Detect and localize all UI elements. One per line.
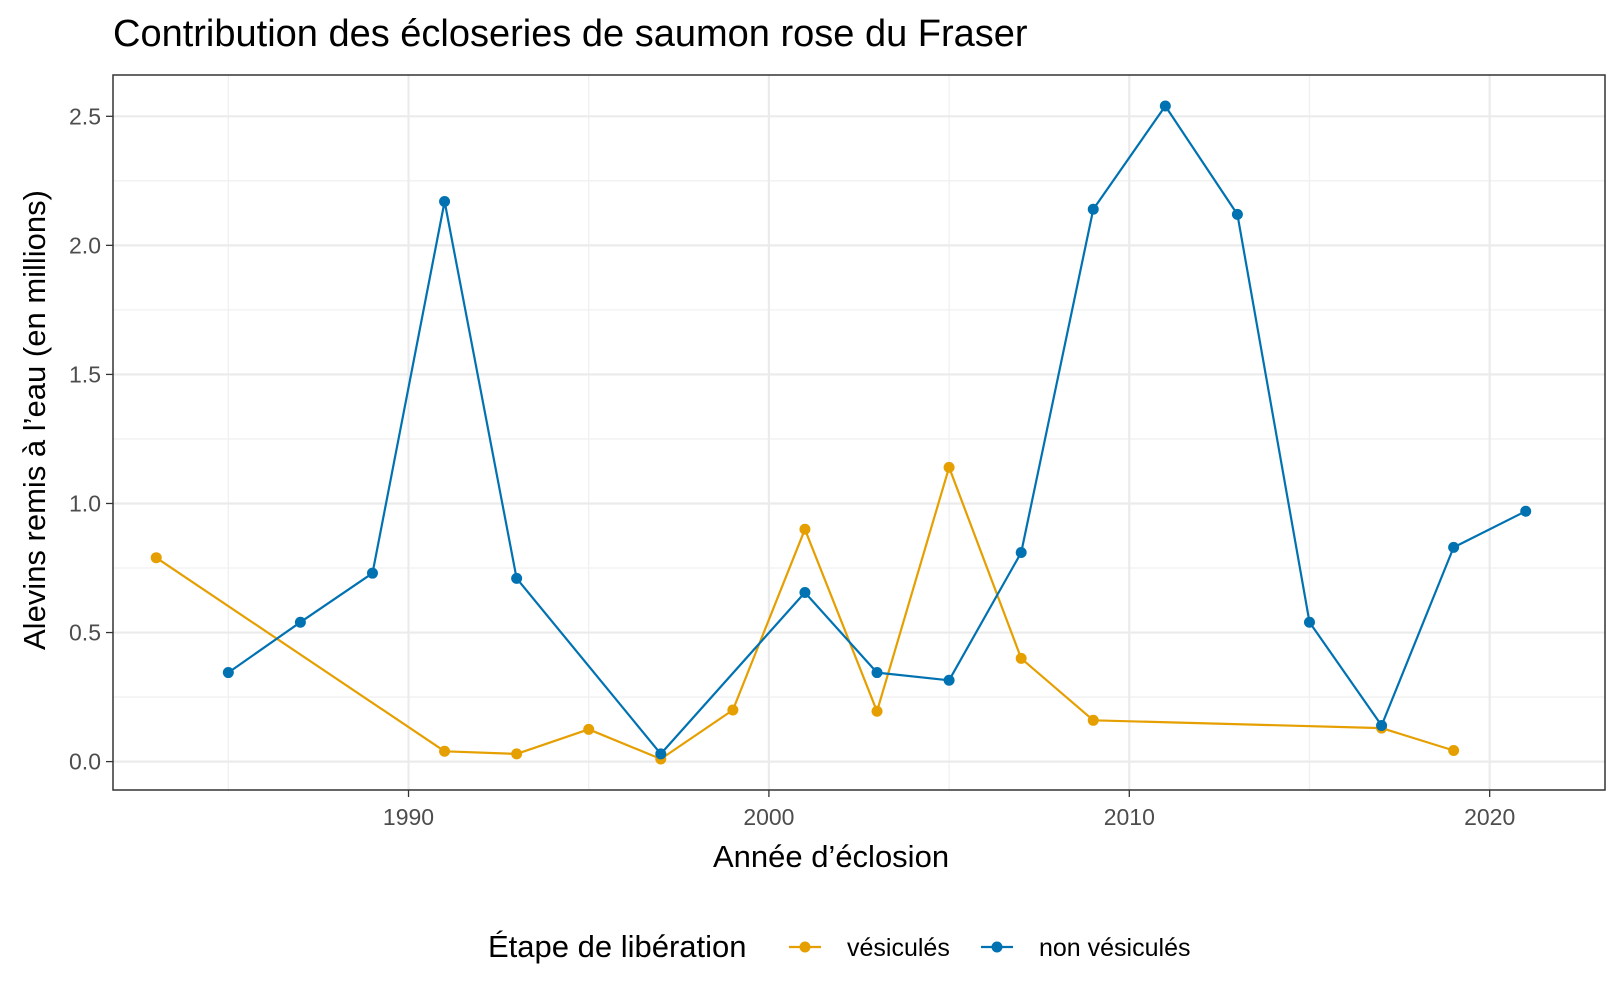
y-tick-label: 0.5 (69, 620, 101, 646)
data-point (1520, 505, 1532, 517)
data-point (943, 674, 955, 686)
data-point (150, 552, 162, 564)
data-point (1087, 203, 1099, 215)
plot-panel (112, 74, 1606, 791)
data-point (1376, 719, 1388, 731)
data-point (1231, 208, 1243, 220)
data-point (1448, 745, 1460, 757)
data-point (583, 723, 595, 735)
data-point (799, 523, 811, 535)
y-tick-label: 2.0 (69, 232, 101, 258)
legend-label: non vésiculés (1039, 934, 1190, 962)
data-point (439, 745, 451, 757)
data-point (1087, 714, 1099, 726)
legend-key-point (991, 941, 1003, 953)
legend-key-1 (789, 941, 821, 953)
y-tick-label: 0.0 (69, 749, 101, 775)
data-point (799, 587, 811, 599)
y-tick-label: 2.5 (69, 103, 101, 129)
data-point (511, 748, 523, 760)
data-point (727, 704, 739, 716)
data-point (871, 667, 883, 679)
data-point (222, 667, 234, 679)
data-point (871, 705, 883, 717)
data-point (366, 567, 378, 579)
x-tick-label: 2010 (1104, 804, 1155, 830)
y-axis-title: Alevins remis à l’eau (en millions) (17, 190, 52, 650)
legend-key-point (799, 941, 811, 953)
data-point (511, 572, 523, 584)
data-point (943, 461, 955, 473)
data-point (1015, 547, 1027, 559)
y-tick-label: 1.0 (69, 490, 101, 516)
x-axis-title: Année d’éclosion (713, 839, 949, 874)
x-tick-label: 1990 (383, 804, 434, 830)
legend-label: vésiculés (847, 934, 950, 962)
legend: Étape de libération vésiculés non vésicul… (488, 929, 1190, 964)
legend-title: Étape de libération (488, 929, 747, 964)
y-tick-label: 1.5 (69, 361, 101, 387)
panel-border (112, 74, 1606, 791)
x-axis: 1990 2000 2010 2020 (383, 790, 1515, 830)
data-point (1448, 541, 1460, 553)
data-point (294, 616, 306, 628)
legend-key-2 (981, 941, 1013, 953)
data-point (1015, 652, 1027, 664)
x-tick-label: 2020 (1464, 804, 1515, 830)
data-point (655, 748, 667, 760)
data-point (1159, 100, 1171, 112)
panel-background (113, 75, 1605, 790)
series-layer (150, 100, 1532, 765)
data-point (439, 195, 451, 207)
chart-title: Contribution des écloseries de saumon ro… (113, 13, 1028, 55)
series-2 (222, 100, 1532, 760)
y-axis: 0.0 0.5 1.0 1.5 2.0 2.5 (69, 103, 113, 775)
x-tick-label: 2000 (743, 804, 794, 830)
data-point (1303, 616, 1315, 628)
